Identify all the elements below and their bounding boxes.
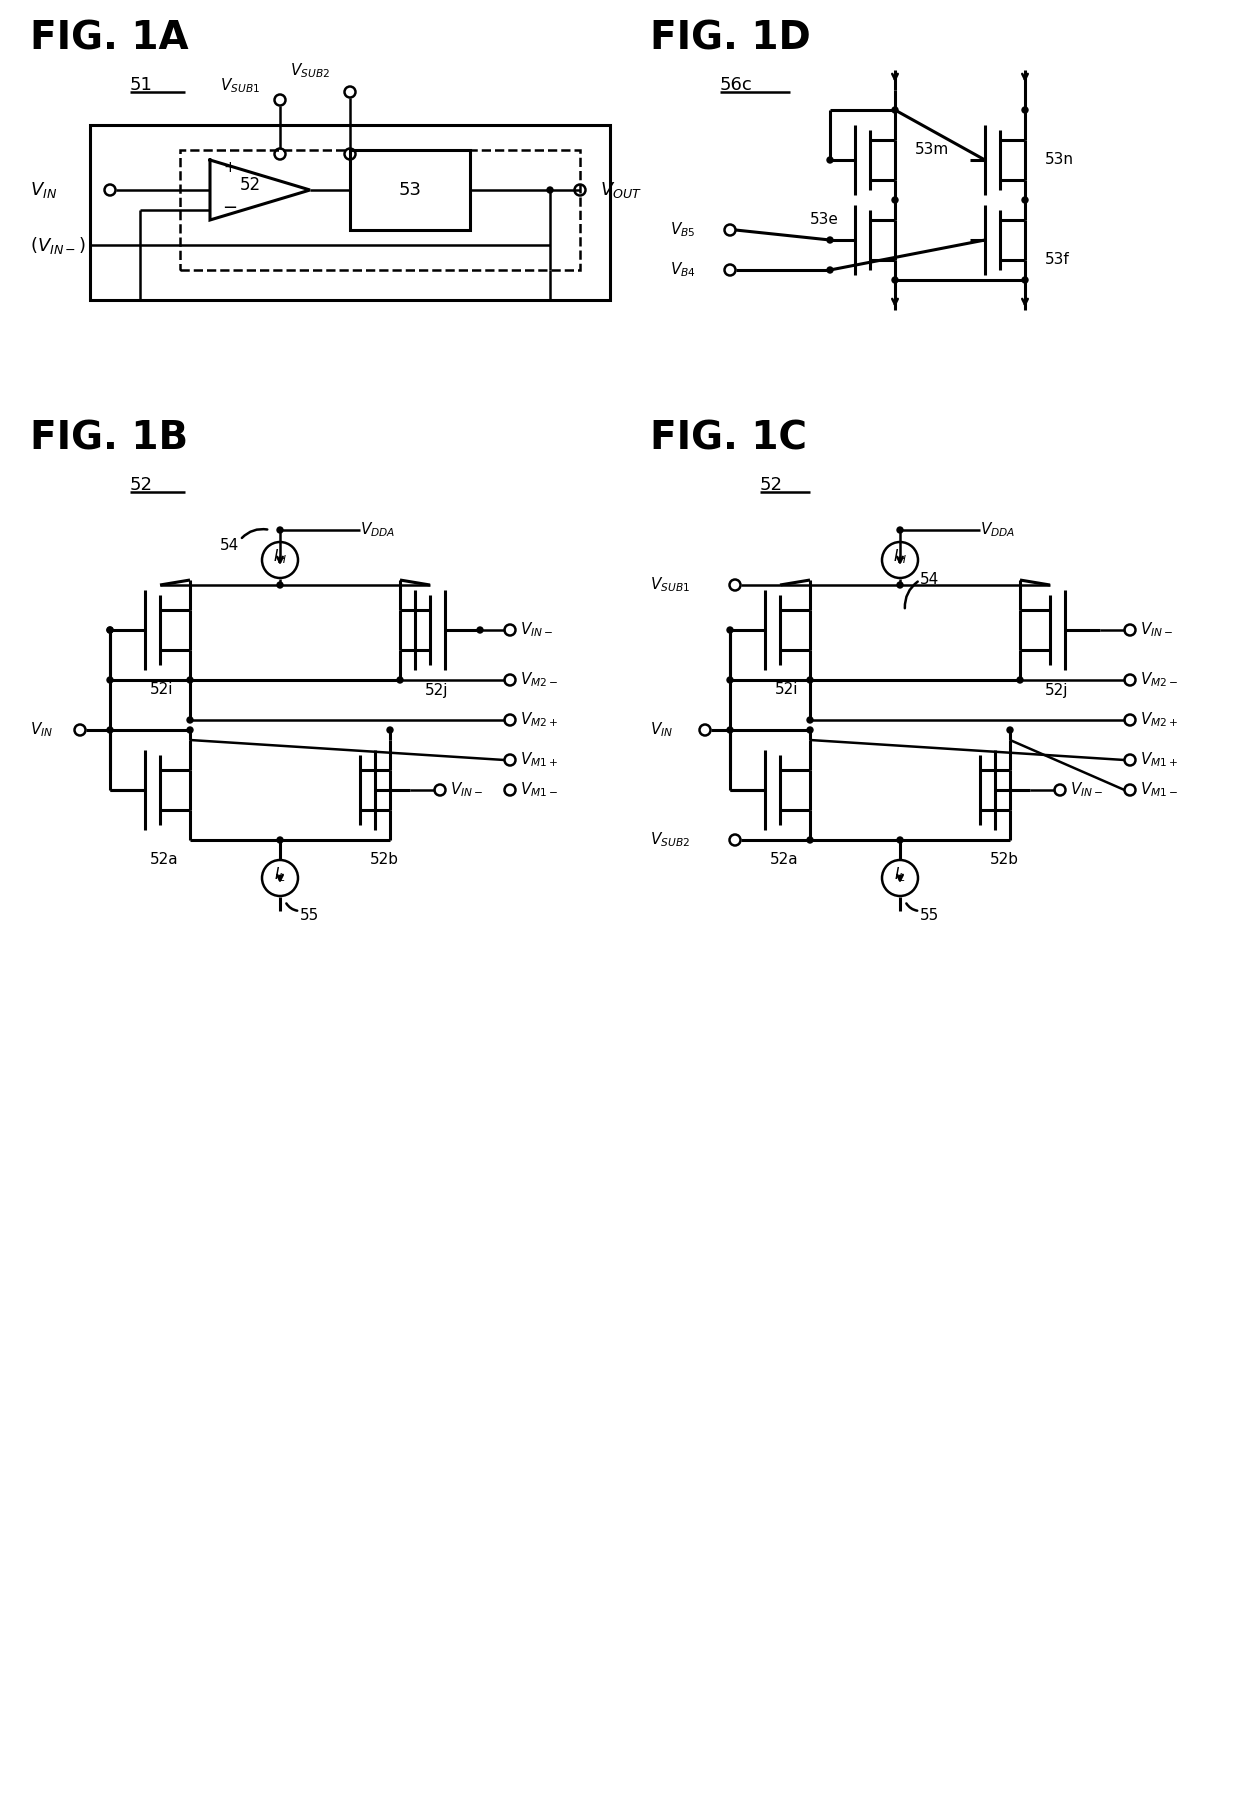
Text: 51: 51 bbox=[130, 76, 153, 95]
Text: 52: 52 bbox=[760, 477, 782, 493]
Circle shape bbox=[277, 582, 283, 588]
Circle shape bbox=[1007, 726, 1013, 733]
Circle shape bbox=[1022, 107, 1028, 113]
Text: 52j: 52j bbox=[1045, 682, 1069, 697]
Text: 52i: 52i bbox=[775, 682, 799, 697]
Circle shape bbox=[892, 107, 898, 113]
Text: FIG. 1C: FIG. 1C bbox=[650, 420, 807, 459]
Text: 53n: 53n bbox=[1045, 153, 1074, 167]
Text: $V_{IN}$: $V_{IN}$ bbox=[30, 721, 53, 739]
Bar bbox=[180, 149, 580, 269]
Text: $(V_{IN-})$: $(V_{IN-})$ bbox=[30, 235, 86, 255]
Text: $V_{DDA}$: $V_{DDA}$ bbox=[360, 521, 396, 539]
Text: 52: 52 bbox=[239, 177, 260, 195]
Text: $I_L$: $I_L$ bbox=[894, 866, 906, 885]
Circle shape bbox=[397, 677, 403, 682]
Circle shape bbox=[187, 677, 193, 682]
Circle shape bbox=[897, 528, 903, 533]
Text: 53: 53 bbox=[398, 180, 422, 198]
Text: $V_{M1-}$: $V_{M1-}$ bbox=[520, 781, 558, 799]
Circle shape bbox=[727, 628, 733, 633]
Circle shape bbox=[107, 677, 113, 682]
Circle shape bbox=[807, 726, 813, 733]
Circle shape bbox=[1022, 197, 1028, 204]
Text: $V_{IN-}$: $V_{IN-}$ bbox=[1140, 621, 1173, 639]
Text: 53e: 53e bbox=[810, 213, 839, 228]
Text: 52a: 52a bbox=[770, 852, 799, 868]
Bar bbox=[350, 149, 470, 229]
Text: $V_{IN-}$: $V_{IN-}$ bbox=[1070, 781, 1104, 799]
Circle shape bbox=[277, 837, 283, 843]
Circle shape bbox=[387, 726, 393, 733]
Text: $V_{SUB2}$: $V_{SUB2}$ bbox=[650, 830, 689, 850]
Text: FIG. 1A: FIG. 1A bbox=[30, 20, 188, 58]
Circle shape bbox=[187, 717, 193, 723]
Circle shape bbox=[892, 197, 898, 204]
Text: $V_{M2+}$: $V_{M2+}$ bbox=[1140, 710, 1178, 730]
Text: $V_{B4}$: $V_{B4}$ bbox=[670, 260, 696, 278]
Text: 52: 52 bbox=[130, 477, 153, 493]
Circle shape bbox=[547, 187, 553, 193]
Text: $V_{DDA}$: $V_{DDA}$ bbox=[980, 521, 1016, 539]
Text: FIG. 1D: FIG. 1D bbox=[650, 20, 811, 58]
Text: $V_{M2-}$: $V_{M2-}$ bbox=[520, 670, 558, 690]
Circle shape bbox=[827, 157, 833, 164]
Text: 52j: 52j bbox=[425, 682, 449, 697]
Text: $V_{M1-}$: $V_{M1-}$ bbox=[1140, 781, 1178, 799]
Text: $V_{IN}$: $V_{IN}$ bbox=[650, 721, 673, 739]
Circle shape bbox=[1017, 677, 1023, 682]
Text: 52b: 52b bbox=[370, 852, 399, 868]
Text: $V_{SUB2}$: $V_{SUB2}$ bbox=[290, 62, 330, 80]
Text: $V_{M1+}$: $V_{M1+}$ bbox=[520, 750, 558, 770]
Circle shape bbox=[727, 677, 733, 682]
Text: $V_{IN-}$: $V_{IN-}$ bbox=[520, 621, 553, 639]
Text: $V_{OUT}$: $V_{OUT}$ bbox=[600, 180, 642, 200]
Circle shape bbox=[107, 628, 113, 633]
Text: 52a: 52a bbox=[150, 852, 179, 868]
Text: $V_{M1+}$: $V_{M1+}$ bbox=[1140, 750, 1178, 770]
Circle shape bbox=[897, 582, 903, 588]
Text: $I_H$: $I_H$ bbox=[893, 548, 908, 566]
Text: $V_{M2-}$: $V_{M2-}$ bbox=[1140, 670, 1178, 690]
Text: $I_H$: $I_H$ bbox=[273, 548, 288, 566]
Circle shape bbox=[892, 277, 898, 282]
Text: 54: 54 bbox=[920, 573, 939, 588]
Circle shape bbox=[477, 628, 484, 633]
Text: 52b: 52b bbox=[990, 852, 1019, 868]
Circle shape bbox=[727, 726, 733, 733]
Text: 54: 54 bbox=[219, 537, 239, 553]
Text: 53f: 53f bbox=[1045, 253, 1070, 268]
Circle shape bbox=[897, 837, 903, 843]
Text: $V_{SUB1}$: $V_{SUB1}$ bbox=[219, 76, 260, 95]
Text: $V_{IN-}$: $V_{IN-}$ bbox=[450, 781, 484, 799]
Circle shape bbox=[807, 837, 813, 843]
Circle shape bbox=[187, 726, 193, 733]
Text: $I_L$: $I_L$ bbox=[274, 866, 286, 885]
Text: 55: 55 bbox=[920, 908, 939, 923]
Text: 52i: 52i bbox=[150, 682, 174, 697]
Circle shape bbox=[827, 268, 833, 273]
Circle shape bbox=[277, 528, 283, 533]
Circle shape bbox=[1022, 277, 1028, 282]
Text: FIG. 1B: FIG. 1B bbox=[30, 420, 188, 459]
Circle shape bbox=[107, 628, 113, 633]
Text: 56c: 56c bbox=[720, 76, 753, 95]
Text: $V_{IN}$: $V_{IN}$ bbox=[30, 180, 57, 200]
Text: 53m: 53m bbox=[915, 142, 950, 158]
Text: −: − bbox=[222, 198, 238, 217]
Circle shape bbox=[827, 237, 833, 244]
Circle shape bbox=[107, 726, 113, 733]
Text: +: + bbox=[223, 160, 237, 175]
Circle shape bbox=[807, 717, 813, 723]
Circle shape bbox=[807, 677, 813, 682]
Polygon shape bbox=[210, 160, 310, 220]
Text: $V_{M2+}$: $V_{M2+}$ bbox=[520, 710, 558, 730]
Text: $V_{B5}$: $V_{B5}$ bbox=[670, 220, 696, 240]
Bar bbox=[91, 126, 610, 300]
Text: 55: 55 bbox=[300, 908, 319, 923]
Text: $V_{SUB1}$: $V_{SUB1}$ bbox=[650, 575, 691, 595]
